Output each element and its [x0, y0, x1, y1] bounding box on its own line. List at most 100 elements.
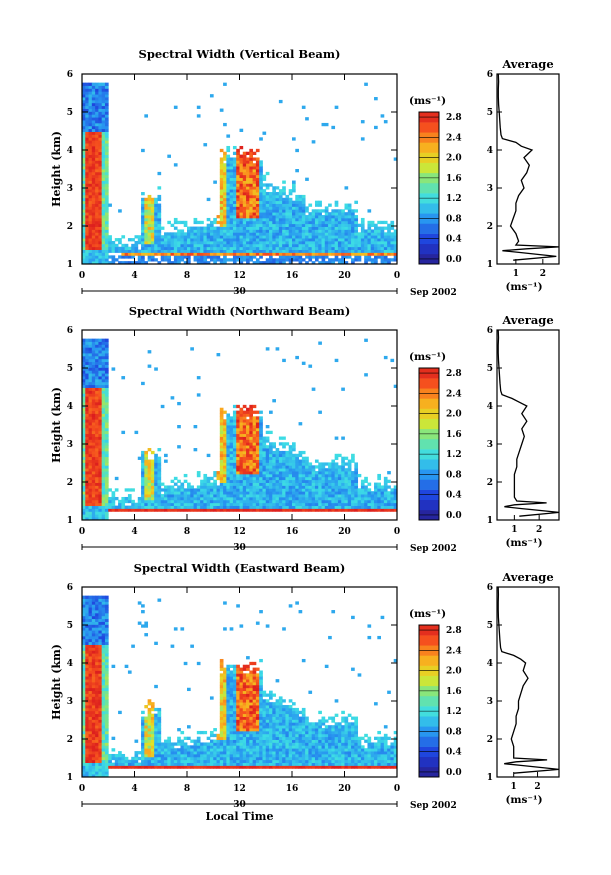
heatmap-cell — [187, 482, 191, 486]
heatmap-cell — [98, 120, 103, 124]
heatmap-cell — [282, 223, 286, 227]
heatmap-cell — [82, 679, 86, 683]
heatmap-cell — [275, 223, 280, 227]
heatmap-cell — [101, 702, 106, 706]
heatmap-cell — [141, 502, 145, 507]
heatmap-cell — [292, 255, 296, 259]
heatmap-cell — [292, 223, 296, 227]
heatmap-cell — [236, 171, 240, 176]
heatmap-cell — [144, 468, 149, 472]
heatmap-cell — [278, 223, 283, 227]
heatmap-cell — [341, 436, 345, 440]
heatmap-cell — [150, 220, 155, 225]
heatmap-cell — [150, 212, 155, 216]
heatmap-cell — [101, 488, 106, 492]
heatmap-cell — [190, 347, 194, 351]
heatmap-cell — [232, 427, 237, 432]
heatmap-cell — [98, 745, 103, 749]
heatmap-cell — [259, 427, 263, 432]
heatmap-cell — [98, 753, 103, 758]
heatmap-cell — [387, 499, 391, 504]
heatmap-cell — [255, 226, 260, 230]
heatmap-cell — [144, 482, 149, 486]
heatmap-cell — [95, 635, 99, 640]
heatmap-cell — [226, 189, 231, 193]
heatmap-cell — [278, 243, 283, 248]
heatmap-cell — [147, 488, 152, 492]
heatmap-cell — [85, 220, 89, 225]
heatmap-cell — [85, 206, 89, 210]
y-tick-label: 5 — [67, 108, 73, 118]
heatmap-cell — [272, 471, 276, 475]
heatmap-cell — [252, 410, 257, 414]
chart-title: Spectral Width (Northward Beam) — [129, 304, 351, 318]
heatmap-cell — [242, 488, 247, 492]
heatmap-cell — [314, 243, 319, 248]
heatmap-cell — [324, 499, 329, 504]
heatmap-cell — [229, 157, 234, 161]
heatmap-cell — [160, 499, 165, 504]
heatmap-cell — [85, 111, 89, 115]
heatmap-cell — [223, 192, 227, 196]
heatmap-cell — [144, 456, 149, 460]
heatmap-cell — [252, 471, 257, 475]
heatmap-cell — [88, 650, 93, 654]
heatmap-cell — [232, 229, 237, 233]
heatmap-cell — [101, 491, 106, 495]
heatmap-cell — [272, 212, 276, 216]
heatmap-cell — [364, 488, 368, 492]
heatmap-cell — [219, 200, 224, 204]
heatmap-cell — [167, 249, 171, 253]
heatmap-cell — [341, 491, 345, 495]
heatmap-cell — [219, 169, 224, 173]
heatmap-cell — [85, 638, 89, 643]
heatmap-cell — [226, 422, 231, 426]
heatmap-cell — [298, 479, 303, 483]
heatmap-cell — [88, 633, 93, 637]
average-title: Average — [501, 57, 553, 71]
heatmap-cell — [98, 453, 103, 458]
heatmap-cell — [108, 508, 112, 512]
heatmap-cell — [82, 163, 86, 167]
heatmap-cell — [383, 355, 388, 360]
heatmap-cell — [95, 249, 99, 253]
heatmap-cell — [216, 238, 221, 242]
heatmap-cell — [295, 212, 299, 216]
heatmap-cell — [229, 235, 234, 239]
heatmap-cell — [321, 479, 326, 483]
heatmap-cell — [223, 255, 227, 259]
heatmap-cell — [246, 459, 250, 463]
heatmap-cell — [95, 656, 99, 660]
colorbar-segment — [419, 479, 439, 490]
heatmap-cell — [114, 508, 119, 512]
heatmap-cell — [242, 246, 247, 251]
heatmap-cell — [246, 462, 250, 466]
heatmap-cell — [246, 494, 250, 498]
heatmap-cell — [265, 482, 270, 486]
heatmap-cell — [377, 505, 381, 509]
heatmap-cell — [88, 644, 93, 648]
heatmap-cell — [298, 485, 303, 489]
heatmap-cell — [265, 462, 270, 466]
heatmap-cell — [98, 439, 103, 443]
heatmap-cell — [255, 261, 260, 264]
heatmap-cell — [85, 682, 89, 686]
heatmap-cell — [370, 220, 375, 225]
heatmap-cell — [285, 203, 290, 207]
heatmap-cell — [275, 197, 280, 202]
heatmap-cell — [255, 416, 260, 420]
heatmap-cell — [298, 471, 303, 475]
heatmap-cell — [288, 217, 293, 222]
heatmap-cell — [223, 174, 227, 179]
heatmap-cell — [88, 713, 93, 717]
heatmap-cell — [95, 699, 99, 703]
heatmap-cell — [262, 448, 267, 452]
heatmap-cell — [82, 612, 86, 617]
heatmap-cell — [226, 433, 231, 437]
heatmap-cell — [141, 485, 145, 489]
heatmap-cell — [295, 499, 299, 504]
heatmap-cell — [101, 370, 106, 374]
heatmap-cell — [292, 240, 296, 245]
heatmap-cell — [246, 479, 250, 483]
heatmap-cell — [98, 762, 103, 766]
